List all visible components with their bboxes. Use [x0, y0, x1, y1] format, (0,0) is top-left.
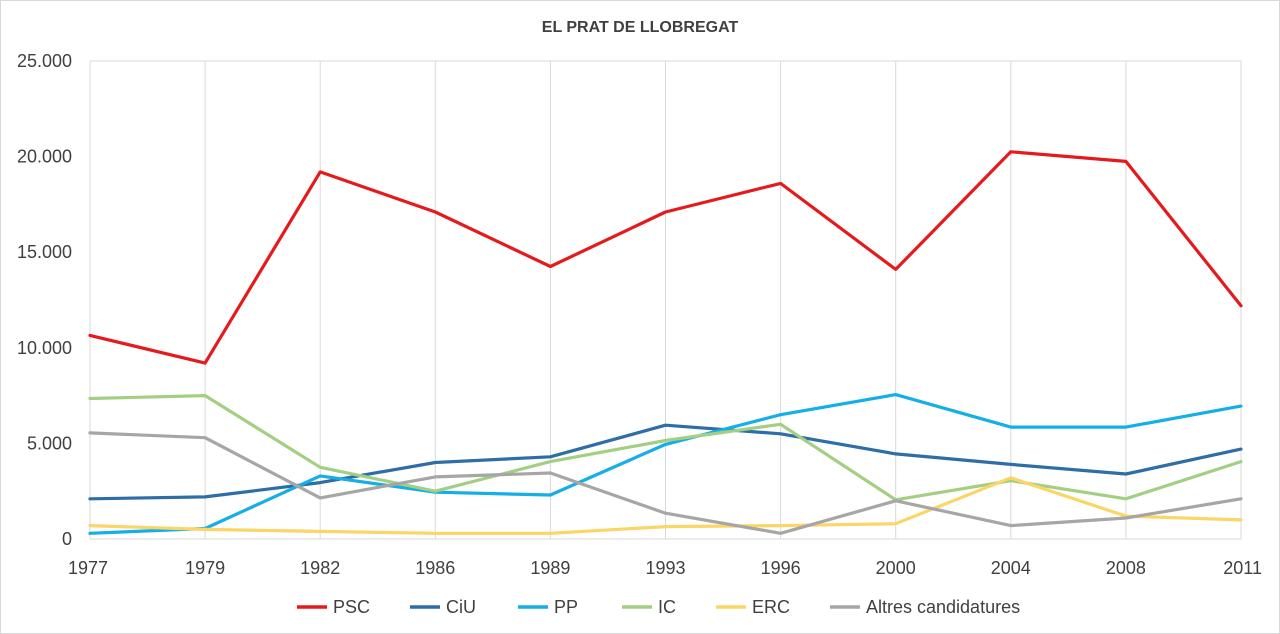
y-tick-label: 10.000: [17, 338, 72, 358]
legend-label-altres-candidatures: Altres candidatures: [866, 597, 1020, 617]
x-tick-label: 1989: [530, 558, 570, 578]
x-tick-label: 1982: [300, 558, 340, 578]
y-tick-label: 0: [62, 529, 72, 549]
y-tick-label: 15.000: [17, 242, 72, 262]
series-line-ic: [88, 394, 1243, 502]
grid-lines: [89, 60, 1242, 539]
legend: PSC CiU PP IC ERC Altres candidatures: [297, 597, 1020, 617]
x-tick-label: 2008: [1106, 558, 1146, 578]
y-tick-label: 20.000: [17, 147, 72, 167]
legend-label-pp: PP: [554, 597, 578, 617]
series-line-psc: [88, 150, 1243, 365]
x-tick-label: 1979: [185, 558, 225, 578]
series-line-pp: [88, 393, 1243, 535]
y-tick-label: 25.000: [17, 51, 72, 71]
series-line-altres-candidatures: [88, 431, 1243, 535]
axes: 0 5.000 10.000 15.000 20.000 25.000 1977 1979 19…: [17, 51, 1262, 578]
x-tick-label: 2011: [1223, 558, 1262, 578]
x-tick-label: 1986: [415, 558, 455, 578]
legend-label-psc: PSC: [333, 597, 370, 617]
x-tick-label: 2000: [876, 558, 916, 578]
x-tick-label: 1996: [761, 558, 801, 578]
series-line-ciu: [88, 423, 1243, 501]
chart-title: EL PRAT DE LLOBREGAT: [542, 19, 739, 36]
x-tick-label: 2004: [991, 558, 1031, 578]
x-tick-label: 1993: [645, 558, 685, 578]
legend-label-erc: ERC: [752, 597, 790, 617]
legend-label-ciu: CiU: [446, 597, 476, 617]
x-tick-label: 1977: [68, 558, 108, 578]
series-line-erc: [88, 476, 1243, 535]
y-tick-label: 5.000: [27, 433, 72, 453]
legend-label-ic: IC: [658, 597, 676, 617]
series-lines: [88, 150, 1243, 535]
